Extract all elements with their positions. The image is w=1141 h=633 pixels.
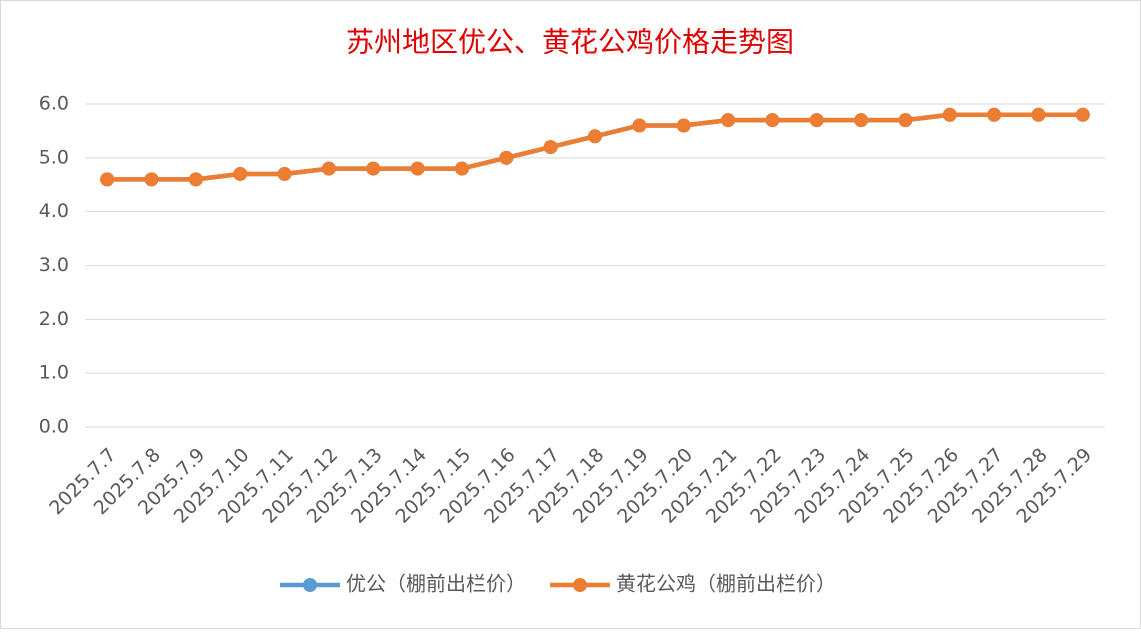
y-tick-label: 1.0 (39, 362, 69, 384)
point (321, 161, 336, 176)
point (410, 161, 425, 176)
point (144, 172, 159, 187)
chart-title: 苏州地区优公、黄花公鸡价格走势图 (346, 26, 794, 59)
legend-label: 优公（棚前出栏价） (346, 572, 526, 596)
point (898, 113, 913, 128)
point (188, 172, 203, 187)
point (676, 118, 691, 133)
point (366, 161, 381, 176)
legend-swatch-marker (573, 578, 587, 592)
point (277, 166, 292, 181)
point (233, 166, 248, 181)
point (765, 113, 780, 128)
point (100, 172, 115, 187)
y-tick-label: 4.0 (39, 200, 69, 222)
point (942, 107, 957, 122)
legend-label: 黄花公鸡（棚前出栏价） (616, 572, 836, 596)
point (809, 113, 824, 128)
point (721, 113, 736, 128)
point (632, 118, 647, 133)
point (588, 129, 602, 144)
y-tick-label: 6.0 (39, 93, 69, 115)
point (1075, 107, 1090, 122)
y-tick-label: 3.0 (39, 254, 69, 276)
y-tick-label: 0.0 (39, 416, 69, 438)
point (854, 113, 869, 128)
y-tick-label: 2.0 (39, 308, 69, 330)
point (1031, 107, 1046, 122)
point (543, 140, 558, 155)
legend-swatch-marker (303, 578, 317, 592)
y-tick-label: 5.0 (39, 146, 69, 168)
point (987, 107, 1002, 122)
point (454, 161, 469, 176)
point (499, 150, 514, 165)
